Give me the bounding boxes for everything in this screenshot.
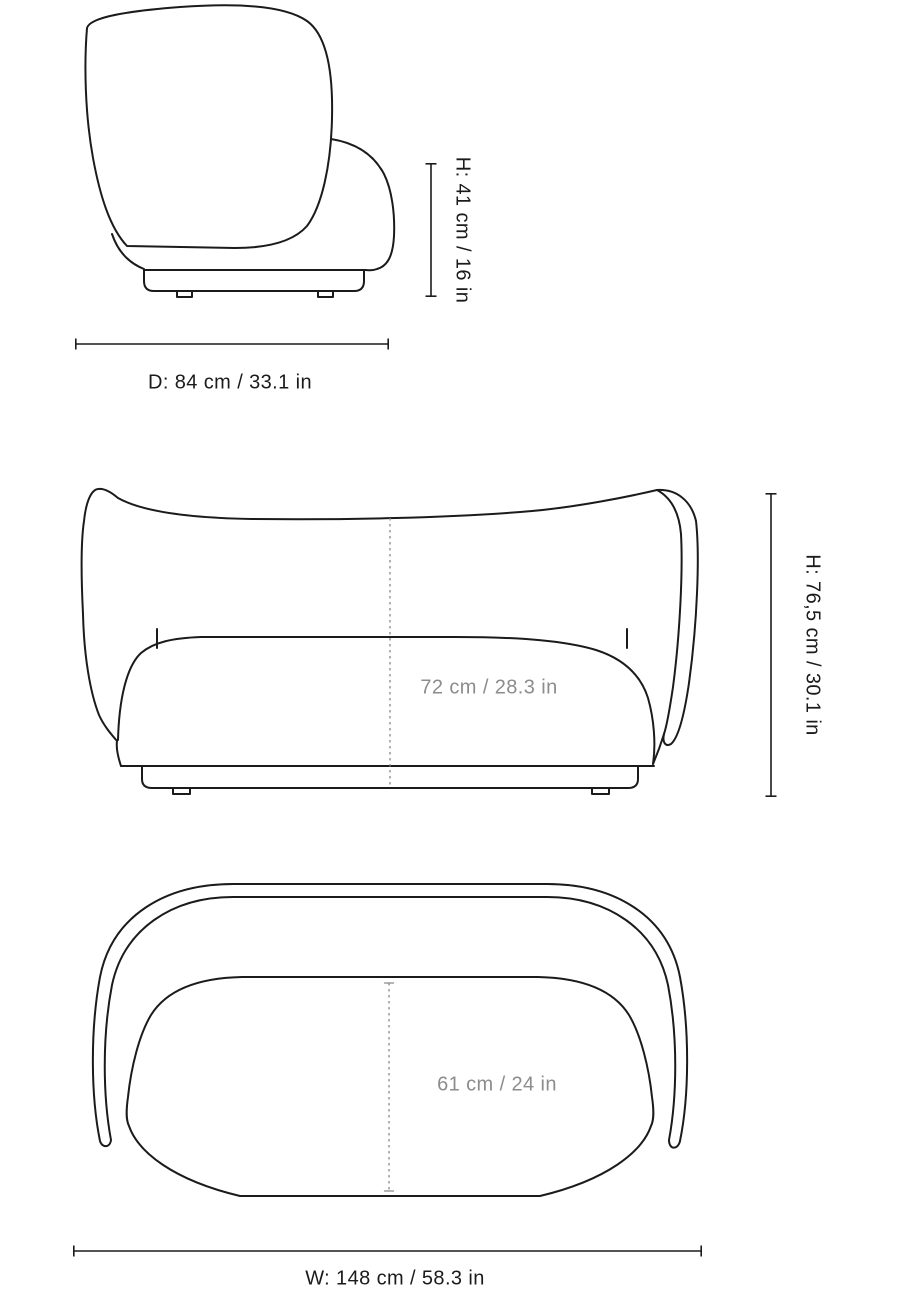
side-backrest-outline [84,4,334,249]
front-height-dimension-line [765,492,777,798]
front-foot-left [172,787,191,795]
top-view-drawing [91,883,689,1197]
top-width-label: W: 148 cm / 58.3 in [305,1267,485,1290]
front-seat-outline [117,636,656,765]
front-height-label: H: 76,5 cm / 30.1 in [801,554,824,736]
front-plinth-outline [141,765,639,789]
side-front-skirt-line [111,233,145,270]
side-view-drawing [84,4,396,298]
top-shell-outline [91,883,689,1149]
side-plinth-outline [143,269,365,292]
front-foot-right [591,787,610,795]
front-outline [80,487,658,767]
side-depth-dimension-line [75,338,390,350]
side-depth-label: D: 84 cm / 33.1 in [148,371,312,394]
side-seat-outline [330,138,396,272]
side-height-label: H: 41 cm / 16 in [451,156,474,304]
top-width-dimension-line [73,1245,703,1257]
side-height-dimension-line [425,163,437,298]
top-center-dashed-dimension [383,982,395,1192]
front-view-drawing [80,487,699,795]
front-right-fold-inner-line [656,489,683,735]
front-right-fold-outer-line [656,488,699,746]
front-center-dimension-label: 72 cm / 28.3 in [420,676,558,699]
side-foot-left [176,290,193,298]
top-seat-outline [125,976,655,1197]
side-foot-right [317,290,334,298]
top-center-dimension-label: 61 cm / 24 in [437,1073,557,1096]
